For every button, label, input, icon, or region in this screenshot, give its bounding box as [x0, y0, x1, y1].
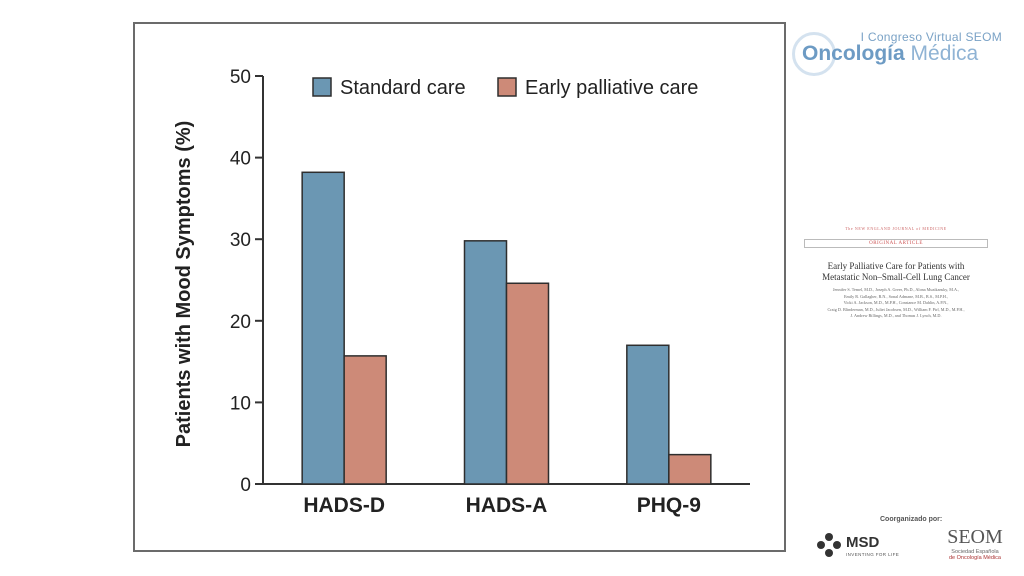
- y-tick-label: 20: [230, 312, 251, 333]
- brand-ring-icon: [792, 32, 836, 76]
- authors-line: Vicki A. Jackson, M.D., M.P.H., Constanc…: [843, 300, 949, 305]
- seom-name: SEOM: [947, 526, 1003, 548]
- x-tick-label: HADS-D: [303, 494, 385, 517]
- article-title-line: Metastatic Non–Small-Cell Lung Cancer: [822, 272, 970, 282]
- authors-line: Jennifer S. Temel, M.D., Joseph A. Greer…: [832, 287, 960, 292]
- y-tick-label: 40: [230, 149, 251, 170]
- authors-line: Craig D. Blinderman, M.D., Juliet Jacobs…: [827, 306, 965, 312]
- legend-swatch: [312, 77, 332, 97]
- coorganized-label: Coorganizado por:: [880, 516, 943, 523]
- bar-phq-9-palliative: [668, 453, 712, 485]
- seom-subtitle: de Oncología Médica: [949, 555, 1001, 561]
- article-thumbnail: The NEW ENGLAND JOURNAL of MEDICINE ORIG…: [804, 226, 988, 320]
- x-tick-label: HADS-A: [466, 494, 548, 517]
- y-tick-label: 0: [240, 475, 251, 496]
- authors-line: J. Andrew Billings, M.D., and Thomas J. …: [850, 313, 942, 318]
- seom-subtitle: Sociedad Española: [951, 549, 999, 555]
- mood-symptoms-chart: 0 10 20 30 40 50 Patients with Mood Symptoms (…: [173, 67, 750, 517]
- y-axis-label: Patients with Mood Symptoms (%): [173, 121, 195, 448]
- bar-hads-a-standard: [463, 240, 508, 485]
- x-tick-label: PHQ-9: [637, 494, 701, 517]
- congress-title: I Congreso Virtual SEOM: [860, 30, 1002, 44]
- msd-name: MSD: [846, 534, 880, 551]
- journal-name: The NEW ENGLAND JOURNAL of MEDICINE: [845, 226, 947, 231]
- article-title: Early Palliative Care for Patients with …: [804, 261, 988, 283]
- msd-tagline: INVENTING FOR LIFE: [846, 552, 900, 557]
- brand-name-part1: Oncología: [802, 42, 905, 65]
- msd-logo: MSD INVENTING FOR LIFE: [816, 532, 906, 562]
- y-tick-label: 50: [230, 67, 251, 88]
- bar-hads-d-palliative: [343, 355, 387, 485]
- bar-phq-9-standard: [626, 344, 670, 485]
- bar-hads-d-standard: [301, 171, 345, 485]
- brand-name-part2: Médica: [910, 42, 979, 65]
- authors-line: Emily R. Gallagher, R.N., Sonal Admane, …: [843, 293, 949, 299]
- legend-swatch: [497, 77, 517, 97]
- y-tick-label: 30: [230, 230, 251, 251]
- msd-mark-icon: [817, 533, 841, 557]
- article-title-line: Early Palliative Care for Patients with: [827, 261, 965, 271]
- legend-label: Early palliative care: [525, 77, 698, 99]
- bar-hads-a-palliative: [505, 282, 550, 485]
- seom-logo: SEOM Sociedad Española de Oncología Médi…: [940, 526, 1010, 561]
- article-authors: Jennifer S. Temel, M.D., Joseph A. Greer…: [804, 287, 988, 320]
- chart-frame: 0 10 20 30 40 50 Patients with Mood Symptoms (…: [133, 22, 786, 552]
- congress-brand: I Congreso Virtual SEOM Oncología Médica: [792, 22, 1012, 92]
- brand-name: Oncología Médica: [802, 42, 978, 66]
- y-tick-label: 10: [230, 393, 251, 414]
- article-section: ORIGINAL ARTICLE: [804, 239, 988, 248]
- legend-label: Standard care: [340, 77, 466, 99]
